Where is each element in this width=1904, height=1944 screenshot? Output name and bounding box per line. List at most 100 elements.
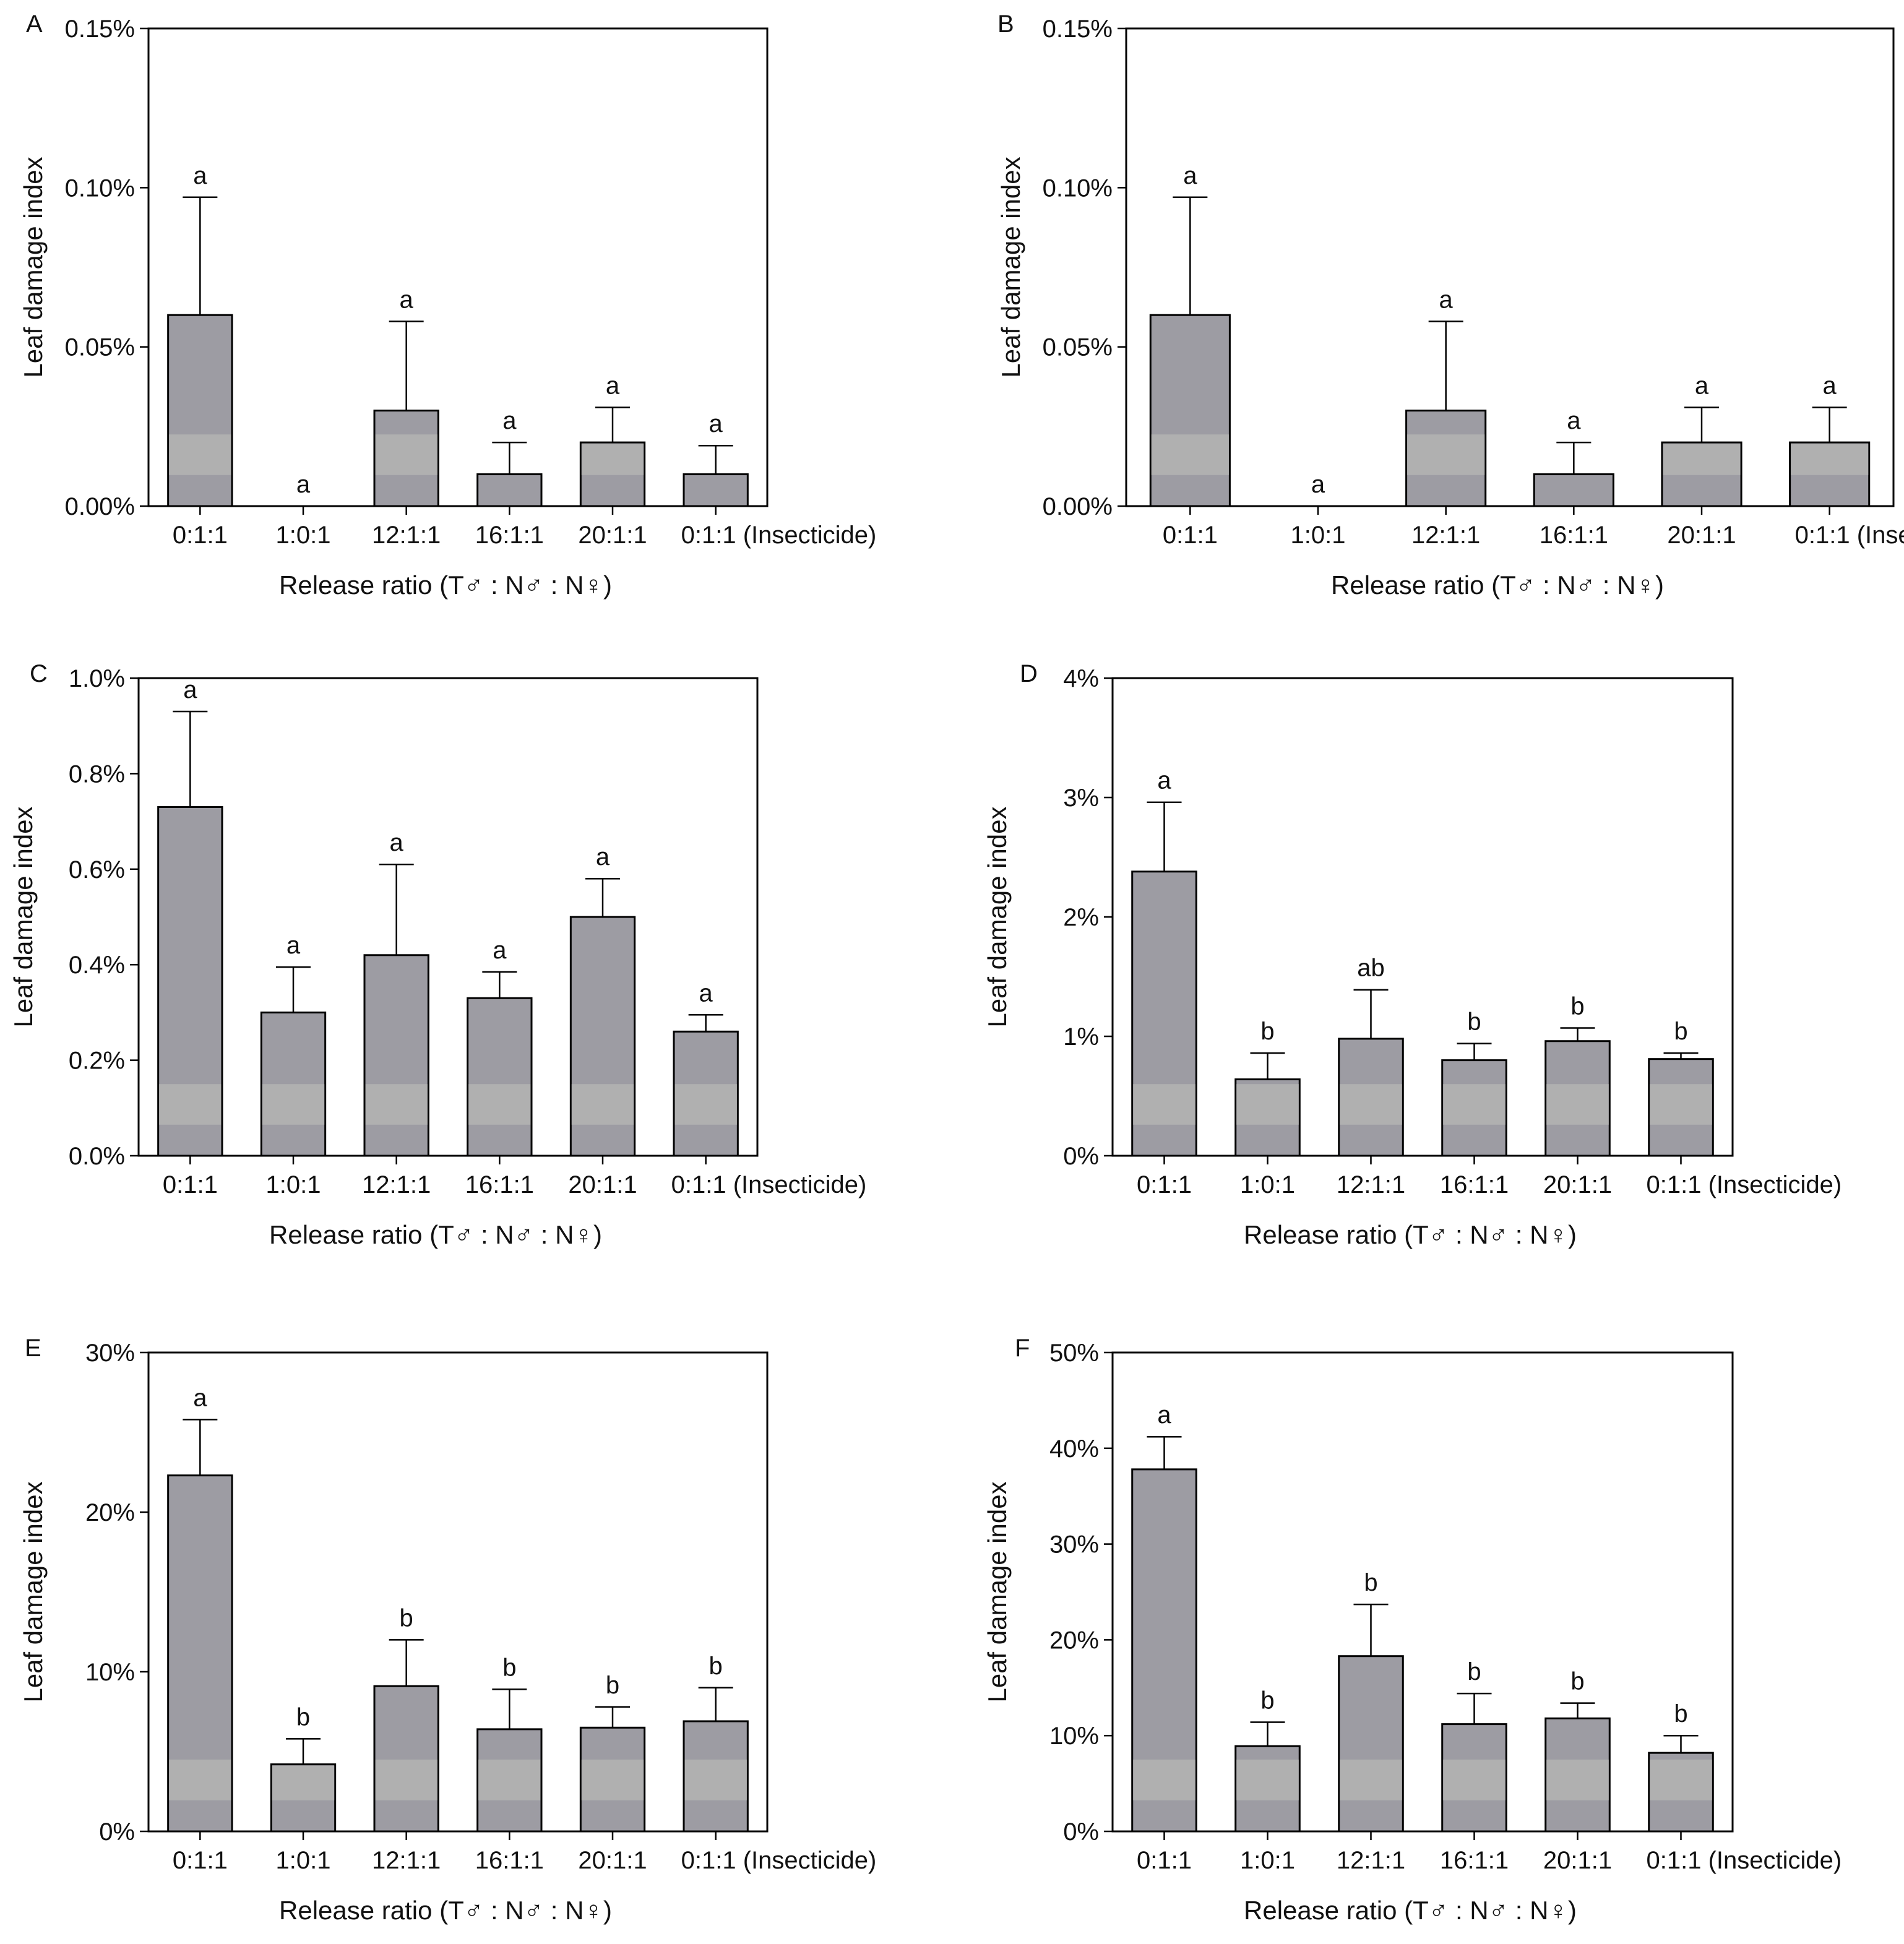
panel-e-y-tick-label-2: 10% <box>85 1659 135 1686</box>
panel-b-sig-letter-4: a <box>1567 407 1581 434</box>
panel-d-sig-letter-5: b <box>1570 992 1584 1020</box>
panel-f-y-tick-label-2: 10% <box>1049 1723 1099 1750</box>
panel-b-x-tick-label-1: 0:1:1 <box>1163 522 1218 549</box>
panel-c-bar-band-4 <box>468 1084 531 1125</box>
panel-d-sig-letter-1: a <box>1157 767 1171 794</box>
panel-d-y-tick-label-1: 0% <box>1063 1143 1099 1170</box>
panel-e-x-axis-title: Release ratio (T♂ : N♂ : N♀) <box>279 1896 612 1925</box>
panel-d-bar-band-3 <box>1340 1084 1402 1125</box>
panel-d-sig-letter-6: b <box>1674 1018 1687 1045</box>
panel-f-bar-band-2 <box>1236 1759 1299 1800</box>
panel-f-x-tick-label-4: 16:1:1 <box>1440 1847 1509 1874</box>
panel-f-sig-letter-6: b <box>1674 1700 1687 1727</box>
panel-b-sig-letter-3: a <box>1439 286 1454 313</box>
panel-d-sig-letter-4: b <box>1467 1009 1481 1036</box>
panel-f-sig-letter-3: b <box>1364 1569 1377 1596</box>
panel-b-sig-letter-2: a <box>1311 471 1325 498</box>
panel-b-bar-1 <box>1149 314 1231 507</box>
panel-d-sig-letter-3: ab <box>1357 955 1385 982</box>
panel-a-y-tick-label-4: 0.15% <box>65 15 135 43</box>
panel-a-x-axis-title: Release ratio (T♂ : N♂ : N♀) <box>279 570 612 600</box>
panel-e-plot-frame <box>147 1351 769 1833</box>
panel-c-y-tick-label-4: 0.6% <box>69 856 125 884</box>
panel-a-y-tick-label-3: 0.10% <box>65 174 135 202</box>
panel-f-y-tick-label-4: 30% <box>1049 1531 1099 1559</box>
panel-e-sig-letter-5: b <box>606 1672 619 1699</box>
panel-a-sig-letter-4: a <box>502 407 517 434</box>
panel-a-bar-band-5 <box>581 444 644 475</box>
panel-c-bar-band-3 <box>365 1084 428 1125</box>
panel-a-bar-1 <box>167 314 233 507</box>
panel-d-x-tick-label-3: 12:1:1 <box>1337 1171 1405 1198</box>
panel-f-y-tick-label-1: 0% <box>1063 1818 1099 1846</box>
panel-f-bar-band-4 <box>1443 1759 1506 1800</box>
panel-d-y-tick-label-5: 4% <box>1063 665 1099 692</box>
panel-d-bar-band-2 <box>1236 1084 1299 1125</box>
panel-c-bar-3 <box>363 954 429 1157</box>
panel-e-bar-3 <box>373 1685 439 1833</box>
panel-c-y-tick-label-2: 0.2% <box>69 1047 125 1075</box>
panel-e-sig-letter-1: a <box>193 1384 207 1411</box>
panel-c-bar-band-2 <box>262 1084 325 1125</box>
panel-b-y-tick-label-1: 0.00% <box>1043 493 1113 520</box>
panel-e-bar-band-5 <box>581 1759 644 1800</box>
panel-e-bar-band-2 <box>272 1765 335 1800</box>
panel-c-x-tick-label-5: 20:1:1 <box>568 1171 637 1198</box>
panel-c-x-tick-label-4: 16:1:1 <box>465 1171 534 1198</box>
panel-a-sig-letter-6: a <box>709 410 723 437</box>
panel-c-y-axis-title: Leaf damage index <box>9 806 38 1027</box>
panel-c-sig-letter-5: a <box>596 843 610 871</box>
panel-a-x-tick-label-5: 20:1:1 <box>578 522 647 549</box>
panel-a-y-tick-label-1: 0.00% <box>65 493 135 520</box>
panel-b-y-tick-label-4: 0.15% <box>1043 15 1113 43</box>
panel-f-bar-band-3 <box>1340 1759 1402 1800</box>
panel-d-y-tick-label-3: 2% <box>1063 904 1099 931</box>
panel-c-x-tick-label-2: 1:0:1 <box>266 1171 321 1198</box>
panel-a-bar-4 <box>476 473 543 507</box>
panel-c-y-tick-label-3: 0.4% <box>69 952 125 979</box>
panel-f-sig-letter-5: b <box>1570 1668 1584 1695</box>
panel-d-x-tick-label-2: 1:0:1 <box>1240 1171 1295 1198</box>
panel-b-y-tick-label-3: 0.10% <box>1043 174 1113 202</box>
panel-d-y-tick-label-2: 1% <box>1063 1023 1099 1051</box>
panel-f-bar-band-6 <box>1650 1759 1712 1800</box>
panel-f-sig-letter-1: a <box>1157 1401 1171 1429</box>
panel-b-sig-letter-1: a <box>1183 162 1197 189</box>
panel-a-x-tick-label-2: 1:0:1 <box>276 522 331 549</box>
panel-d-x-tick-label-4: 16:1:1 <box>1440 1171 1509 1198</box>
panel-d-plot-frame <box>1111 677 1734 1157</box>
panel-c-label: C <box>30 660 48 687</box>
panel-e-bar-band-4 <box>478 1759 541 1800</box>
panel-e-bar-band-3 <box>375 1759 437 1800</box>
panel-d-sig-letter-2: b <box>1260 1018 1274 1045</box>
panel-e-bar-band-1 <box>169 1759 231 1800</box>
panel-c-y-tick-label-5: 0.8% <box>69 760 125 788</box>
panel-d-bar-band-6 <box>1650 1084 1712 1125</box>
panel-a-sig-letter-3: a <box>400 286 414 313</box>
panel-c-y-tick-label-6: 1.0% <box>69 665 125 692</box>
panel-a-sig-letter-5: a <box>606 372 620 399</box>
panel-a-y-tick-label-2: 0.05% <box>65 334 135 361</box>
panel-b-x-tick-label-6: 0:1:1 (Insecticide) <box>1795 522 1904 549</box>
panel-f-bar-band-1 <box>1133 1759 1195 1800</box>
panel-e-x-tick-label-2: 1:0:1 <box>276 1847 331 1874</box>
panel-f-sig-letter-2: b <box>1260 1687 1274 1714</box>
panel-b-bar-band-6 <box>1791 444 1869 475</box>
panel-f-label: F <box>1015 1335 1030 1362</box>
panel-c-x-tick-label-6: 0:1:1 (Insecticide) <box>671 1171 867 1198</box>
panel-c-bar-band-6 <box>674 1084 737 1125</box>
panel-c-plot-frame <box>137 677 759 1157</box>
panel-a-bar-6 <box>683 473 749 507</box>
panel-a-x-tick-label-6: 0:1:1 (Insecticide) <box>681 522 877 549</box>
panel-b-y-tick-label-2: 0.05% <box>1043 334 1113 361</box>
panel-a-bar-band-1 <box>169 434 231 475</box>
panel-b-x-tick-label-4: 16:1:1 <box>1540 522 1608 549</box>
panel-e-y-tick-label-4: 30% <box>85 1340 135 1367</box>
panel-f-x-tick-label-5: 20:1:1 <box>1543 1847 1612 1874</box>
panel-d-y-tick-label-4: 3% <box>1063 785 1099 812</box>
panel-d-x-tick-label-6: 0:1:1 (Insecticide) <box>1647 1171 1842 1198</box>
panel-b-bar-band-1 <box>1151 434 1229 475</box>
panel-f-bar-3 <box>1338 1655 1404 1833</box>
panel-b-x-tick-label-3: 12:1:1 <box>1411 522 1480 549</box>
panel-a-plot-frame <box>147 27 769 507</box>
